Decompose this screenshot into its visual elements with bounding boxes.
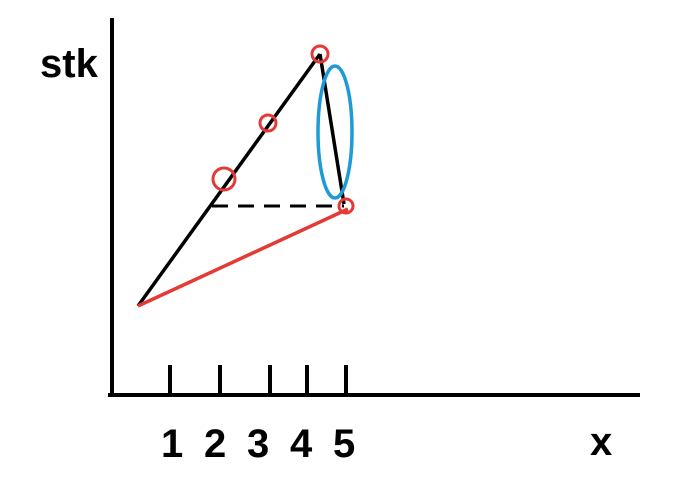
tick-label-3: 3 <box>247 422 270 466</box>
marker-circle-1 <box>211 166 237 192</box>
y-axis-label: stk <box>40 42 98 86</box>
blue-ellipse <box>316 64 354 200</box>
red-line <box>137 207 349 308</box>
tick-label-1: 1 <box>161 422 184 466</box>
black-rising-line <box>136 52 322 308</box>
tick-label-5: 5 <box>333 422 356 466</box>
x-axis-label: x <box>590 420 613 464</box>
tick-label-2: 2 <box>204 422 227 466</box>
marker-circle-3 <box>310 44 330 64</box>
tick-label-4: 4 <box>290 422 313 466</box>
marker-circle-4 <box>337 197 355 215</box>
marker-circle-2 <box>258 113 278 133</box>
